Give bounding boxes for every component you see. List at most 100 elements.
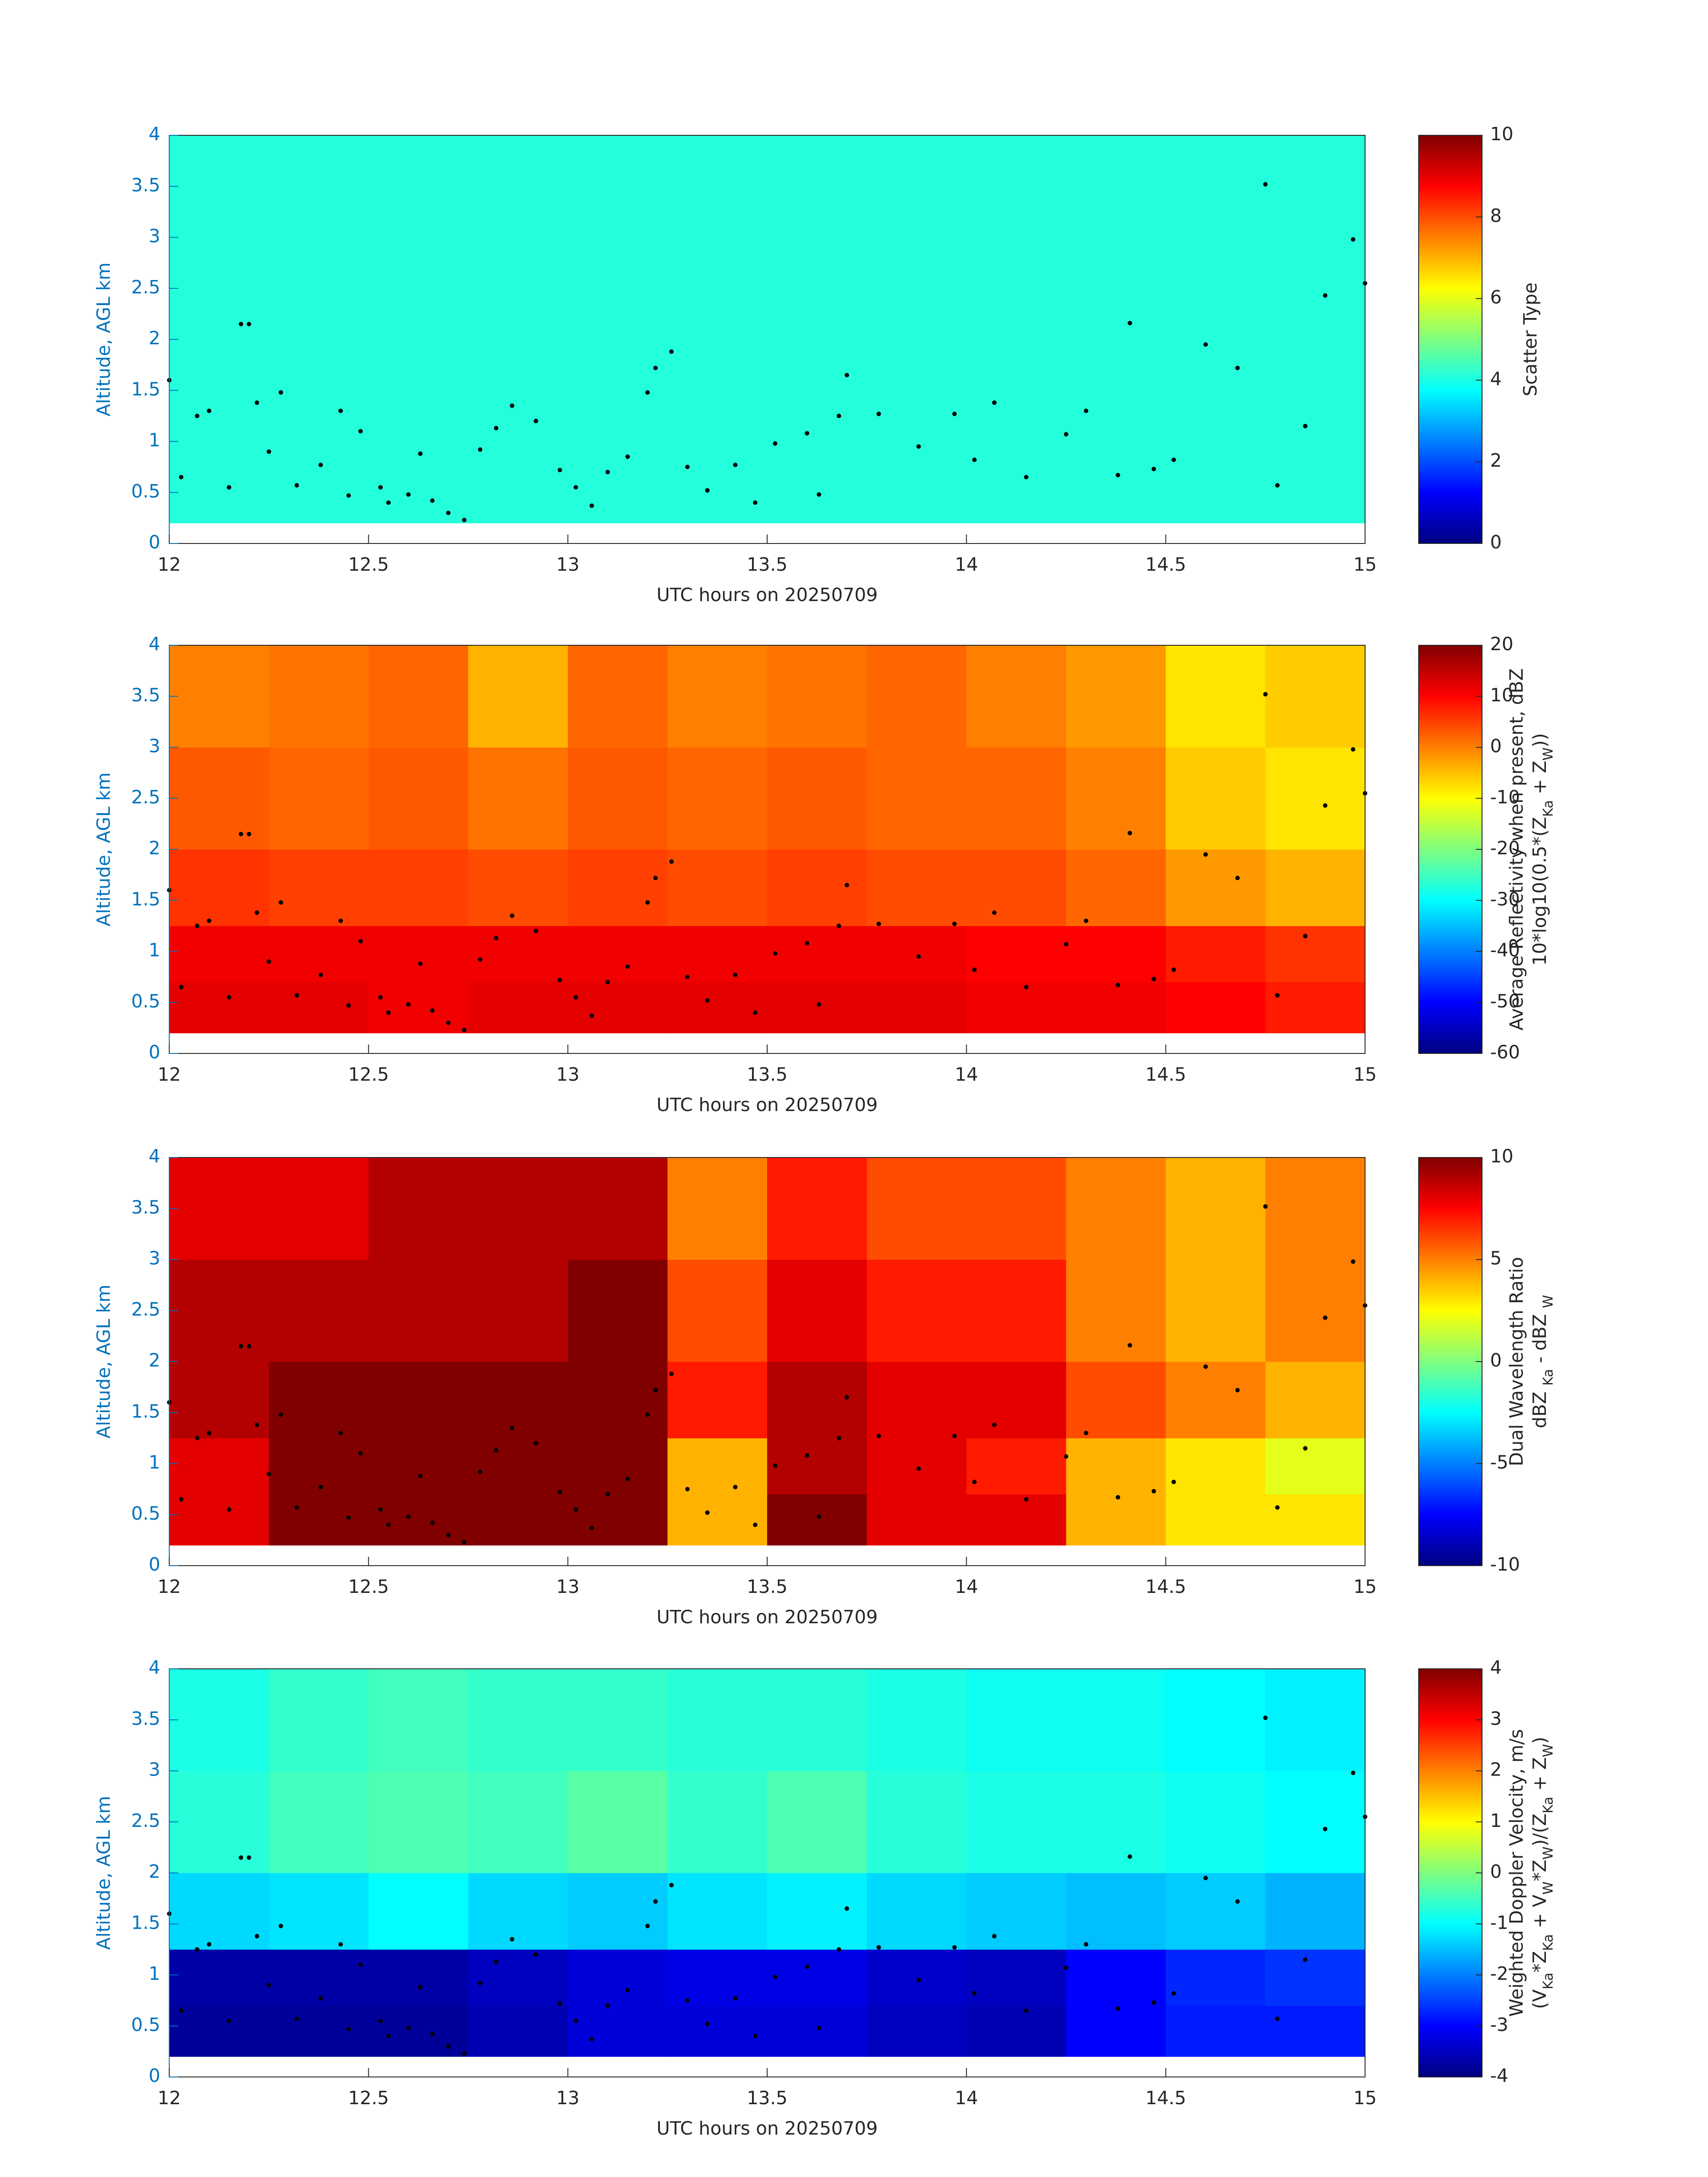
data-point: [462, 2051, 467, 2056]
heatmap-cell: [1066, 982, 1166, 1033]
data-point: [478, 1981, 483, 1985]
y-tick-label: 1: [149, 1963, 160, 1985]
heatmap-cell: [867, 1157, 967, 1260]
heatmap-cell: [1066, 1949, 1166, 2006]
data-point: [916, 954, 921, 959]
data-point: [278, 900, 283, 905]
x-axis-label: UTC hours on 20250709: [656, 1094, 877, 1116]
heatmap-cell: [1165, 645, 1266, 748]
data-point: [358, 939, 363, 944]
x-tick-label: 12: [158, 1576, 181, 1597]
data-point: [207, 1430, 212, 1435]
heatmap-cell: [269, 2006, 369, 2057]
heatmap-cell: [468, 849, 568, 926]
heatmap-cell: [966, 645, 1066, 748]
heatmap-cell: [1066, 2006, 1166, 2057]
colorbar-label-part: dBZ: [1529, 1386, 1550, 1428]
y-tick-label: 0.5: [131, 990, 160, 1012]
data-point: [1171, 457, 1176, 462]
data-point: [378, 1507, 383, 1512]
y-tick-label: 0: [149, 2065, 160, 2086]
heatmap-cell: [568, 1157, 668, 1260]
data-point: [1024, 475, 1029, 480]
data-point: [246, 1855, 251, 1860]
heatmap-cell: [667, 1259, 768, 1362]
data-point: [195, 923, 200, 928]
colorbar-label-part: Dual Wavelength Ratio: [1506, 1257, 1527, 1467]
data-point: [705, 2022, 710, 2027]
data-point: [478, 1469, 483, 1474]
data-point: [418, 961, 423, 966]
colorbar-label: dBZ Ka - dBZ W: [1529, 1295, 1556, 1429]
heatmap-cell: [269, 1873, 369, 1950]
colorbar-label-part: Weighted Doppler Velocity, m/s: [1506, 1729, 1527, 2017]
data-point: [238, 322, 243, 326]
colorbar-tick-label: -10: [1490, 786, 1520, 808]
data-point: [952, 921, 957, 926]
data-point: [462, 1028, 467, 1032]
colorbar-tick-label: -1: [1490, 1912, 1508, 1933]
y-tick-label: 2.5: [131, 1810, 160, 1831]
heatmap-cell: [867, 1771, 967, 1873]
data-point: [1303, 424, 1308, 429]
colorbar-tick-label: 2: [1490, 450, 1502, 471]
data-point: [207, 918, 212, 923]
heatmap-cell: [368, 1259, 468, 1362]
heatmap-cell: [966, 1362, 1066, 1438]
data-point: [358, 1451, 363, 1456]
heatmap-cell: [468, 1438, 568, 1495]
data-point: [1275, 483, 1280, 488]
heatmap-cell: [468, 1669, 568, 1771]
data-point: [386, 500, 391, 505]
heatmap-cell: [767, 1362, 867, 1438]
colorbar-label-part: *Z: [1529, 1859, 1550, 1881]
heatmap-cell: [966, 926, 1066, 982]
data-point: [916, 1466, 921, 1471]
y-tick-label: 2: [149, 837, 160, 859]
data-point: [653, 1387, 658, 1392]
data-point: [1115, 1495, 1120, 1500]
data-point: [1024, 2008, 1029, 2013]
x-tick-label: 13: [556, 554, 580, 575]
y-tick-label: 0: [149, 531, 160, 553]
heatmap-cell: [169, 926, 269, 982]
heatmap-cell: [667, 982, 768, 1033]
data-point: [446, 510, 451, 515]
data-point: [478, 447, 483, 452]
data-point: [1303, 1446, 1308, 1451]
data-point: [805, 431, 810, 436]
heatmap-cell: [767, 747, 867, 850]
data-point: [255, 1422, 259, 1427]
heatmap-cell: [667, 926, 768, 982]
heatmap-cell: [767, 982, 867, 1033]
data-point: [267, 449, 271, 454]
data-point: [645, 1412, 650, 1417]
data-point: [1151, 977, 1156, 982]
x-tick-label: 12: [158, 1064, 181, 1085]
colorbar-tick-label: 10: [1490, 123, 1513, 145]
y-tick-label: 3: [149, 226, 160, 247]
heatmap-cell: [269, 1259, 369, 1362]
colorbar-label-part: Ka: [1541, 1972, 1556, 1989]
colorbar-tick-label: 10: [1490, 684, 1513, 706]
data-point: [1263, 1204, 1268, 1209]
colorbar-label-part: - dBZ: [1529, 1308, 1550, 1369]
heatmap-cell: [1265, 1494, 1366, 1546]
y-tick-label: 0.5: [131, 481, 160, 502]
heatmap-cell: [269, 1494, 369, 1546]
heatmap-cell: [169, 1949, 269, 2006]
heatmap-cell: [169, 849, 269, 926]
heatmap-cell: [269, 849, 369, 926]
data-point: [238, 1855, 243, 1860]
data-point: [753, 1010, 758, 1015]
heatmap-cell: [368, 1438, 468, 1495]
x-tick-label: 12.5: [348, 554, 389, 575]
colorbar-label-part: W: [1541, 1881, 1556, 1895]
heatmap-cell: [867, 747, 967, 850]
data-point: [1084, 1942, 1089, 1947]
heatmap-cell: [667, 1494, 768, 1546]
y-axis-label: Altitude, AGL km: [93, 1285, 114, 1439]
data-point: [179, 985, 184, 990]
heatmap-cell: [767, 1873, 867, 1950]
heatmap-cell: [966, 1873, 1066, 1950]
